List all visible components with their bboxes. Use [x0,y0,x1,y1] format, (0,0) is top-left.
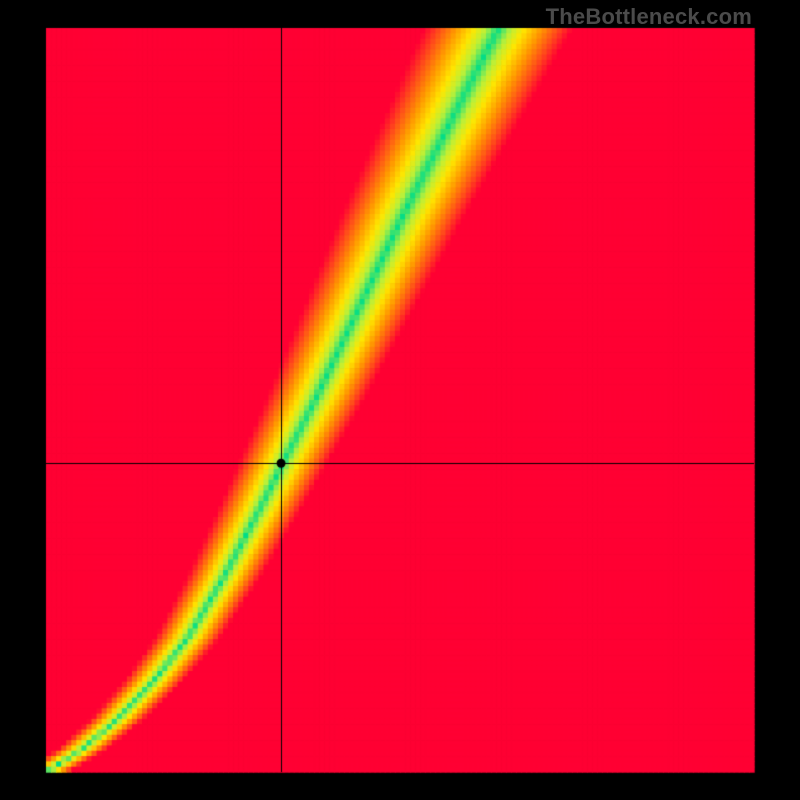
chart-container: TheBottleneck.com [0,0,800,800]
heatmap-canvas [0,0,800,800]
watermark-text: TheBottleneck.com [546,4,752,30]
